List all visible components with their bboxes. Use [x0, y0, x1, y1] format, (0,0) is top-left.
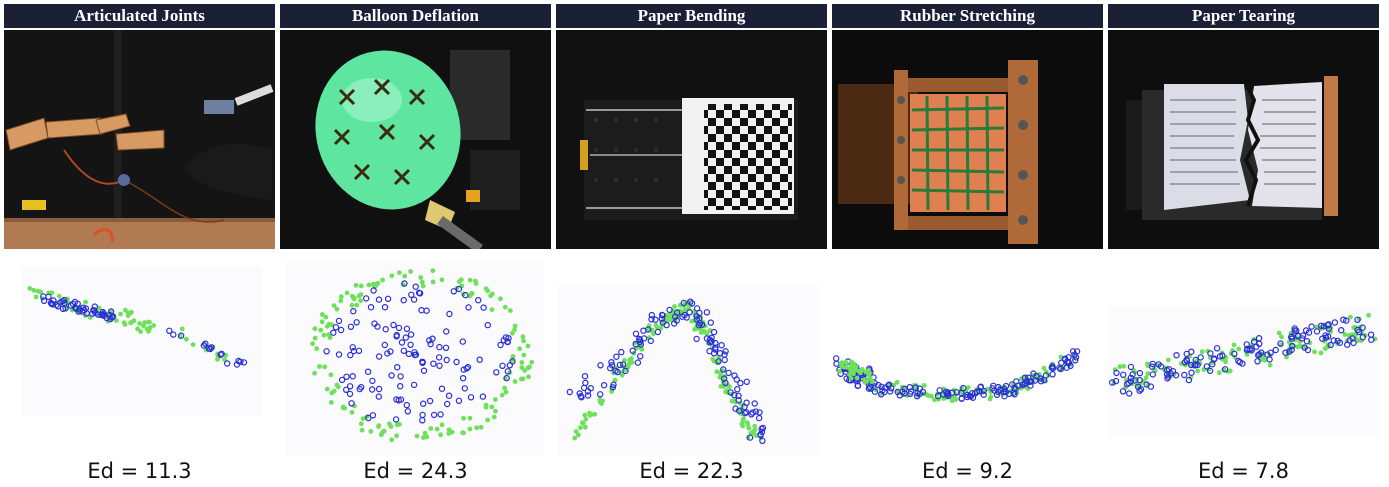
- paper-tearing-photo: [1108, 30, 1379, 249]
- balloon-deflation-photo: [280, 30, 551, 249]
- point-cloud-plot: [4, 256, 275, 456]
- panel-balloon-deflation: Balloon Deflation: [280, 4, 551, 483]
- ed-metric: Ed = 11.3: [87, 459, 192, 483]
- point-cloud-plot: [556, 256, 827, 456]
- ed-metric: Ed = 22.3: [639, 459, 744, 483]
- point-cloud-plot: [1108, 256, 1379, 456]
- ed-metric: Ed = 24.3: [363, 459, 468, 483]
- panel-title: Balloon Deflation: [280, 4, 551, 28]
- panel-title: Paper Tearing: [1108, 4, 1379, 28]
- point-cloud-plot: [832, 256, 1103, 456]
- panel-paper-tearing: Paper Tearing: [1108, 4, 1379, 483]
- articulated-joints-photo: [4, 30, 275, 249]
- ed-metric: Ed = 9.2: [922, 459, 1013, 483]
- rubber-stretching-photo: [832, 30, 1103, 249]
- paper-bending-photo: [556, 30, 827, 249]
- figure-grid: Articulated Joints: [4, 4, 1385, 483]
- panel-paper-bending: Paper Bending: [556, 4, 827, 483]
- panel-title: Paper Bending: [556, 4, 827, 28]
- point-cloud-plot: [280, 256, 551, 456]
- panel-rubber-stretching: Rubber Stretching: [832, 4, 1103, 483]
- panel-title: Articulated Joints: [4, 4, 275, 28]
- panel-articulated-joints: Articulated Joints: [4, 4, 275, 483]
- panel-title: Rubber Stretching: [832, 4, 1103, 28]
- ed-metric: Ed = 7.8: [1198, 459, 1289, 483]
